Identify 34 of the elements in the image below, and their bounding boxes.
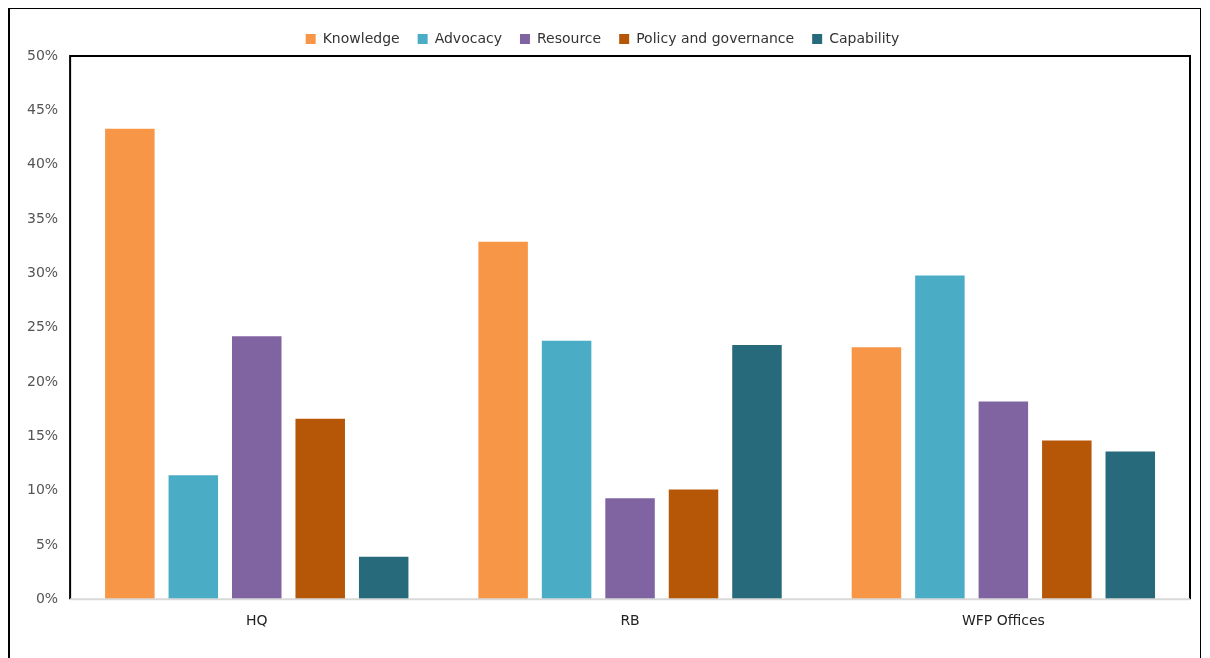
bar (605, 498, 655, 600)
y-tick-label: 45% (26, 100, 59, 117)
bar (105, 128, 155, 600)
legend-label: Knowledge (322, 29, 400, 46)
bar (168, 475, 219, 600)
bar (668, 489, 719, 600)
bar (232, 336, 282, 600)
y-tick-label: 10% (26, 481, 59, 498)
bar (915, 275, 965, 600)
bar (732, 344, 782, 600)
bar (295, 418, 345, 600)
bar (541, 340, 592, 600)
y-tick-label: 20% (26, 372, 59, 389)
legend-label: Resource (536, 29, 602, 46)
x-tick-label: WFP Offices (961, 612, 1045, 629)
legend-label: Advocacy (434, 29, 502, 46)
y-tick-label: 50% (26, 46, 59, 63)
bar (978, 401, 1029, 600)
y-tick-label: 5% (35, 535, 59, 552)
x-tick-label: RB (620, 612, 640, 629)
y-tick-label: 15% (26, 426, 59, 443)
bar (358, 556, 409, 600)
y-tick-label: 25% (26, 318, 59, 335)
bar (478, 241, 528, 600)
bar (1105, 451, 1156, 600)
legend-label: Capability (829, 29, 900, 46)
x-tick-label: HQ (245, 612, 268, 629)
y-tick-label: 40% (26, 155, 59, 172)
y-tick-label: 30% (26, 263, 59, 280)
bar (851, 347, 902, 600)
bar (1042, 440, 1092, 600)
y-tick-label: 0% (35, 589, 59, 606)
y-tick-label: 35% (26, 209, 59, 226)
legend-label: Policy and governance (636, 29, 795, 46)
